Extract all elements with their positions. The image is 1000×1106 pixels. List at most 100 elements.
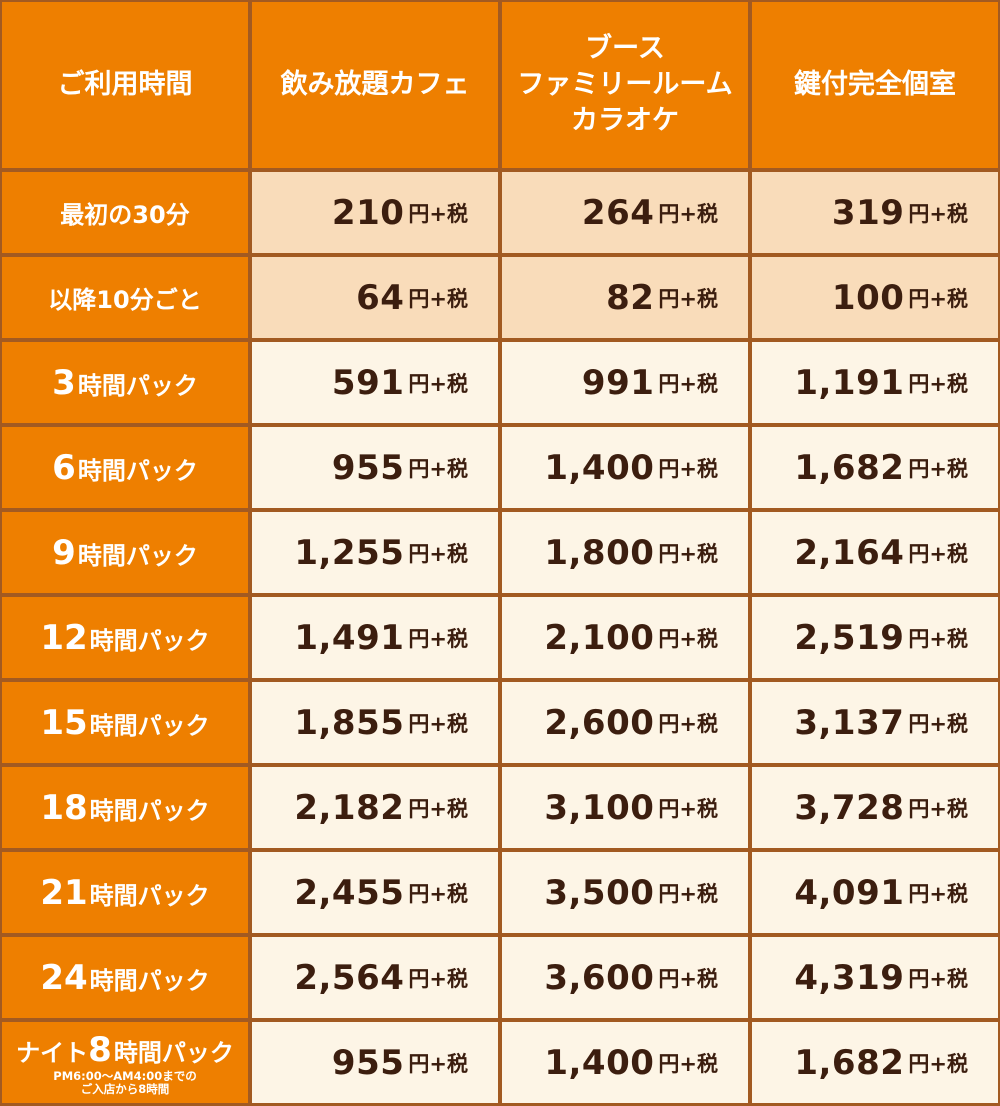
price-cell: 264 円+税 (500, 170, 750, 255)
column-header-line: 鍵付完全個室 (794, 69, 956, 100)
price-cell: 1,255 円+税 (250, 510, 500, 595)
price-cell: 2,564 円+税 (250, 935, 500, 1020)
row-label-main: 時間パック (89, 966, 210, 995)
row-label-main: 時間パック (77, 456, 198, 485)
column-header: 鍵付完全個室 (750, 0, 1000, 170)
price-cell: 2,600 円+税 (500, 680, 750, 765)
price-value: 1,255 (294, 532, 405, 573)
price-value: 2,164 (794, 532, 905, 573)
price-value: 2,519 (794, 617, 905, 658)
price-value: 1,682 (794, 447, 905, 488)
price-cell: 4,091 円+税 (750, 850, 1000, 935)
price-cell: 1,682 円+税 (750, 425, 1000, 510)
row-label-note: PM6:00～AM4:00までの (53, 1068, 197, 1083)
column-header-line: ファミリールーム (517, 69, 733, 100)
row-label: ナイト 8 時間パック PM6:00～AM4:00までの ご入店から8時間 (0, 1020, 250, 1105)
price-value: 1,682 (794, 1042, 905, 1083)
price-unit: 円+税 (658, 796, 718, 821)
price-cell: 319 円+税 (750, 170, 1000, 255)
price-cell: 82 円+税 (500, 255, 750, 340)
price-value: 264 (581, 192, 655, 233)
price-cell: 1,191 円+税 (750, 340, 1000, 425)
price-cell: 2,519 円+税 (750, 595, 1000, 680)
price-cell: 1,800 円+税 (500, 510, 750, 595)
price-cell: 64 円+税 (250, 255, 500, 340)
price-value: 2,455 (294, 872, 405, 913)
row-label-prefix: 24 (40, 957, 88, 998)
row-label-main: 時間パック (89, 881, 210, 910)
price-unit: 円+税 (658, 201, 718, 226)
price-value: 3,137 (794, 702, 905, 743)
price-cell: 2,455 円+税 (250, 850, 500, 935)
price-unit: 円+税 (408, 881, 468, 906)
price-cell: 955 円+税 (250, 1020, 500, 1105)
column-header-line: ご利用時間 (57, 69, 193, 100)
price-value: 82 (606, 277, 655, 318)
row-label: 6 時間パック (0, 425, 250, 510)
price-unit: 円+税 (908, 1051, 968, 1076)
row-label-prefix: 9 (52, 532, 76, 573)
price-unit: 円+税 (658, 626, 718, 651)
row-label-text: 6 時間パック (52, 448, 198, 488)
row-label-main: 時間パック (89, 711, 210, 740)
price-value: 955 (331, 1042, 405, 1083)
price-cell: 3,728 円+税 (750, 765, 1000, 850)
price-unit: 円+税 (408, 626, 468, 651)
row-label-hours: 8 (88, 1029, 112, 1070)
row-label-text: 12 時間パック (40, 618, 209, 658)
row-label: 24 時間パック (0, 935, 250, 1020)
price-unit: 円+税 (658, 881, 718, 906)
price-value: 1,400 (544, 447, 655, 488)
price-value: 1,800 (544, 532, 655, 573)
price-unit: 円+税 (908, 456, 968, 481)
row-label: 21 時間パック (0, 850, 250, 935)
row-label-main: 最初の30分 (60, 201, 190, 229)
row-label-text: 3 時間パック (52, 363, 198, 403)
price-unit: 円+税 (408, 966, 468, 991)
price-unit: 円+税 (408, 456, 468, 481)
price-unit: 円+税 (658, 966, 718, 991)
price-cell: 4,319 円+税 (750, 935, 1000, 1020)
price-cell: 3,100 円+税 (500, 765, 750, 850)
row-label: 18 時間パック (0, 765, 250, 850)
price-cell: 2,164 円+税 (750, 510, 1000, 595)
row-label-text: 15 時間パック (40, 703, 209, 743)
row-label-text: 21 時間パック (40, 873, 209, 913)
row-label-prefix: 3 (52, 362, 76, 403)
row-label-prefix: 18 (40, 787, 88, 828)
column-header-line: ブース (585, 33, 665, 64)
column-header: ブース ファミリールーム カラオケ (500, 0, 750, 170)
price-unit: 円+税 (658, 711, 718, 736)
price-unit: 円+税 (408, 711, 468, 736)
row-label-text: 最初の30分 (60, 195, 189, 230)
price-value: 2,182 (294, 787, 405, 828)
row-label-main: 時間パック (89, 626, 210, 655)
price-unit: 円+税 (908, 371, 968, 396)
row-label-text: 18 時間パック (40, 788, 209, 828)
price-value: 1,400 (544, 1042, 655, 1083)
price-unit: 円+税 (408, 201, 468, 226)
row-label-prefix: ナイト (16, 1038, 89, 1067)
column-header: 飲み放題カフェ (250, 0, 500, 170)
row-label-prefix: 15 (40, 702, 88, 743)
price-value: 3,728 (794, 787, 905, 828)
price-value: 2,564 (294, 957, 405, 998)
price-unit: 円+税 (408, 541, 468, 566)
price-value: 1,491 (294, 617, 405, 658)
price-cell: 2,182 円+税 (250, 765, 500, 850)
price-value: 4,319 (794, 957, 905, 998)
row-label-text: 9 時間パック (52, 533, 198, 573)
price-cell: 1,400 円+税 (500, 425, 750, 510)
price-value: 2,600 (544, 702, 655, 743)
price-cell: 100 円+税 (750, 255, 1000, 340)
price-unit: 円+税 (408, 286, 468, 311)
price-unit: 円+税 (408, 796, 468, 821)
price-cell: 3,137 円+税 (750, 680, 1000, 765)
column-header-line: 飲み放題カフェ (280, 69, 470, 100)
row-label-prefix: 12 (40, 617, 88, 658)
price-unit: 円+税 (908, 881, 968, 906)
price-cell: 3,500 円+税 (500, 850, 750, 935)
price-cell: 3,600 円+税 (500, 935, 750, 1020)
price-unit: 円+税 (908, 711, 968, 736)
